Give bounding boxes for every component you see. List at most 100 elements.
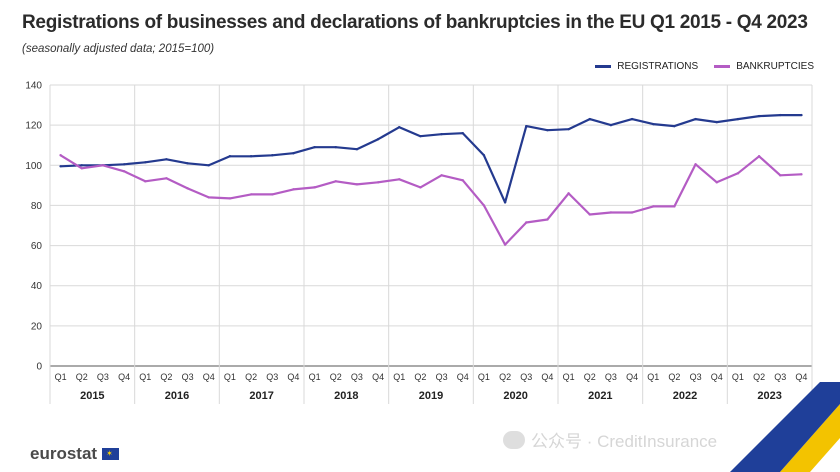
data-point-registrations bbox=[525, 124, 528, 128]
legend-swatch-registrations bbox=[595, 65, 612, 68]
x-tick-label: Q2 bbox=[584, 372, 596, 382]
data-point-bankruptcies bbox=[334, 180, 337, 183]
x-tick-label: Q2 bbox=[499, 372, 511, 382]
year-label: 2015 bbox=[80, 390, 104, 402]
data-point-bankruptcies bbox=[313, 186, 316, 189]
data-point-registrations bbox=[292, 152, 295, 155]
data-point-bankruptcies bbox=[101, 164, 105, 167]
data-point-bankruptcies bbox=[144, 180, 147, 183]
data-point-registrations bbox=[503, 201, 507, 204]
y-tick-label: 0 bbox=[36, 362, 42, 373]
x-tick-label: Q1 bbox=[478, 372, 490, 382]
y-tick-label: 100 bbox=[25, 161, 42, 172]
x-tick-label: Q4 bbox=[372, 372, 384, 382]
data-point-registrations bbox=[165, 158, 168, 161]
y-tick-label: 40 bbox=[31, 281, 43, 292]
chart-subtitle: (seasonally adjusted data; 2015=100) bbox=[22, 43, 215, 55]
data-point-registrations bbox=[482, 154, 486, 157]
x-tick-label: Q2 bbox=[668, 372, 680, 382]
data-point-registrations bbox=[694, 117, 697, 121]
year-label: 2016 bbox=[165, 390, 189, 402]
data-point-bankruptcies bbox=[779, 174, 782, 177]
data-point-registrations bbox=[546, 128, 549, 132]
watermark-text: 公众号 · CreditInsurance bbox=[531, 432, 718, 451]
corner-blue-stripe bbox=[730, 382, 840, 472]
x-tick-label: Q4 bbox=[626, 372, 638, 382]
chart-title: Registrations of businesses and declarat… bbox=[22, 12, 808, 33]
data-point-bankruptcies bbox=[355, 183, 359, 186]
data-point-registrations bbox=[419, 134, 422, 138]
x-tick-label: Q3 bbox=[605, 372, 617, 382]
data-point-bankruptcies bbox=[609, 211, 613, 214]
data-point-bankruptcies bbox=[271, 193, 274, 196]
legend-swatch-bankruptcies bbox=[714, 65, 731, 68]
x-tick-label: Q2 bbox=[76, 372, 88, 382]
data-point-bankruptcies bbox=[249, 193, 253, 196]
wechat-icon bbox=[503, 430, 525, 449]
x-tick-label: Q2 bbox=[414, 372, 426, 382]
x-tick-label: Q2 bbox=[753, 372, 765, 382]
data-point-registrations bbox=[186, 162, 189, 165]
y-tick-label: 140 bbox=[25, 81, 42, 92]
x-tick-label: Q1 bbox=[309, 372, 321, 382]
x-tick-label: Q4 bbox=[203, 372, 215, 382]
data-point-bankruptcies bbox=[736, 172, 740, 175]
x-tick-label: Q1 bbox=[563, 372, 575, 382]
data-point-registrations bbox=[313, 146, 316, 149]
data-point-registrations bbox=[122, 163, 126, 166]
data-point-registrations bbox=[144, 161, 147, 164]
x-tick-label: Q3 bbox=[774, 372, 786, 382]
data-point-bankruptcies bbox=[59, 154, 62, 157]
x-tick-label: Q1 bbox=[732, 372, 744, 382]
data-point-registrations bbox=[567, 127, 570, 131]
x-tick-label: Q4 bbox=[541, 372, 553, 382]
data-point-registrations bbox=[609, 123, 613, 127]
data-point-registrations bbox=[461, 131, 464, 135]
data-point-registrations bbox=[207, 164, 210, 167]
year-label: 2023 bbox=[757, 390, 781, 402]
x-tick-label: Q3 bbox=[182, 372, 194, 382]
data-point-bankruptcies bbox=[525, 221, 528, 224]
series-line-registrations bbox=[60, 113, 802, 204]
y-tick-label: 60 bbox=[31, 241, 43, 252]
watermark: 公众号 · CreditInsurance bbox=[503, 427, 717, 452]
x-tick-label: Q1 bbox=[647, 372, 659, 382]
data-point-bankruptcies bbox=[186, 187, 189, 190]
data-point-registrations bbox=[800, 113, 803, 117]
x-tick-label: Q3 bbox=[436, 372, 448, 382]
x-tick-label: Q1 bbox=[224, 372, 236, 382]
data-point-bankruptcies bbox=[546, 218, 549, 221]
chart-legend: REGISTRATIONS BANKRUPTCIES bbox=[595, 61, 814, 72]
year-label: 2022 bbox=[673, 390, 697, 402]
data-point-registrations bbox=[630, 117, 634, 121]
year-label: 2017 bbox=[249, 390, 273, 402]
legend-item-bankruptcies: BANKRUPTCIES bbox=[714, 61, 814, 72]
year-label: 2018 bbox=[334, 390, 358, 402]
legend-item-registrations: REGISTRATIONS bbox=[595, 61, 698, 72]
data-point-bankruptcies bbox=[652, 205, 655, 208]
data-point-bankruptcies bbox=[122, 170, 126, 173]
data-point-registrations bbox=[355, 148, 359, 151]
data-point-bankruptcies bbox=[207, 196, 210, 199]
corner-decoration bbox=[730, 382, 840, 472]
data-point-registrations bbox=[398, 125, 401, 129]
year-label: 2021 bbox=[588, 390, 612, 402]
eurostat-logo: eurostat ✶ bbox=[30, 444, 120, 464]
data-point-registrations bbox=[715, 120, 718, 124]
data-point-bankruptcies bbox=[757, 155, 761, 158]
year-label: 2019 bbox=[419, 390, 443, 402]
year-label: 2020 bbox=[503, 390, 527, 402]
data-point-bankruptcies bbox=[165, 177, 168, 180]
data-point-registrations bbox=[228, 155, 232, 158]
data-point-bankruptcies bbox=[376, 181, 380, 184]
legend-label-bankruptcies: BANKRUPTCIES bbox=[736, 61, 814, 72]
y-tick-label: 20 bbox=[31, 321, 43, 332]
data-point-registrations bbox=[334, 146, 337, 149]
x-tick-label: Q3 bbox=[97, 372, 109, 382]
data-point-bankruptcies bbox=[503, 243, 507, 246]
data-point-registrations bbox=[757, 114, 761, 118]
data-point-registrations bbox=[440, 132, 443, 136]
data-point-bankruptcies bbox=[440, 174, 443, 177]
x-tick-label: Q4 bbox=[795, 372, 807, 382]
